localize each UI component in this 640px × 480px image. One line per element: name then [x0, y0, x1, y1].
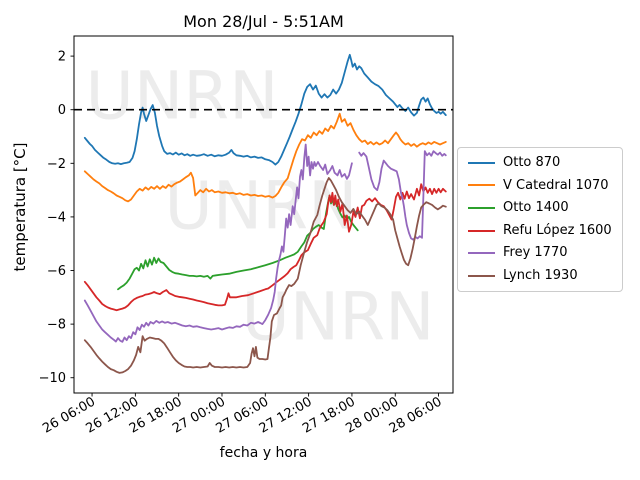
- watermark-1: UNRN: [86, 58, 279, 135]
- axes-box: [73, 35, 454, 394]
- legend-label: V Catedral 1070: [503, 177, 609, 193]
- legend-line-sample: [468, 252, 495, 255]
- y-tick-label: −6: [47, 264, 66, 279]
- y-axis-label: temperatura [°C]: [11, 142, 29, 272]
- y-axis-ticks: 2 0 −2 −4 −6 −8 −10: [39, 50, 74, 386]
- legend-item-otto-870: Otto 870: [468, 155, 612, 171]
- legend-item-lynch-1930: Lynch 1930: [468, 268, 612, 284]
- legend-label: Otto 870: [503, 155, 561, 170]
- legend-item-otto-1400: Otto 1400: [468, 200, 612, 216]
- y-tick-label: −8: [47, 318, 66, 333]
- legend-line-sample: [468, 206, 495, 209]
- y-tick-label: −2: [47, 157, 66, 172]
- watermark-3: UNRN: [242, 279, 435, 356]
- y-tick-label: −10: [39, 371, 66, 386]
- series-lynch-1930: [83, 177, 447, 374]
- legend-item-frey-1770: Frey 1770: [468, 245, 612, 261]
- legend: Otto 870 V Catedral 1070 Otto 1400 Refu Lóp…: [457, 147, 623, 292]
- y-tick-label: 0: [58, 103, 66, 118]
- y-tick-label: 2: [58, 50, 66, 65]
- watermark-2: UNRN: [165, 168, 358, 245]
- legend-item-refu-l-pez-1600: Refu López 1600: [468, 223, 612, 239]
- legend-label: Frey 1770: [503, 245, 568, 261]
- x-axis-label: fecha y hora: [219, 445, 308, 461]
- legend-line-sample: [468, 274, 495, 277]
- series-v-catedral-1070: [83, 112, 447, 203]
- legend-line-sample: [468, 229, 495, 232]
- series-refu-l-pez-1600: [83, 183, 447, 312]
- legend-line-sample: [468, 184, 495, 187]
- legend-label: Refu López 1600: [503, 222, 612, 238]
- y-tick-label: −4: [47, 210, 66, 225]
- legend-label: Otto 1400: [503, 200, 569, 216]
- legend-item-v-catedral-1070: V Catedral 1070: [468, 178, 612, 194]
- series-frey-1770: [83, 143, 447, 343]
- legend-label: Lynch 1930: [503, 267, 578, 283]
- chart-title: Mon 28/Jul - 5:51AM: [183, 12, 344, 31]
- legend-line-sample: [468, 161, 495, 164]
